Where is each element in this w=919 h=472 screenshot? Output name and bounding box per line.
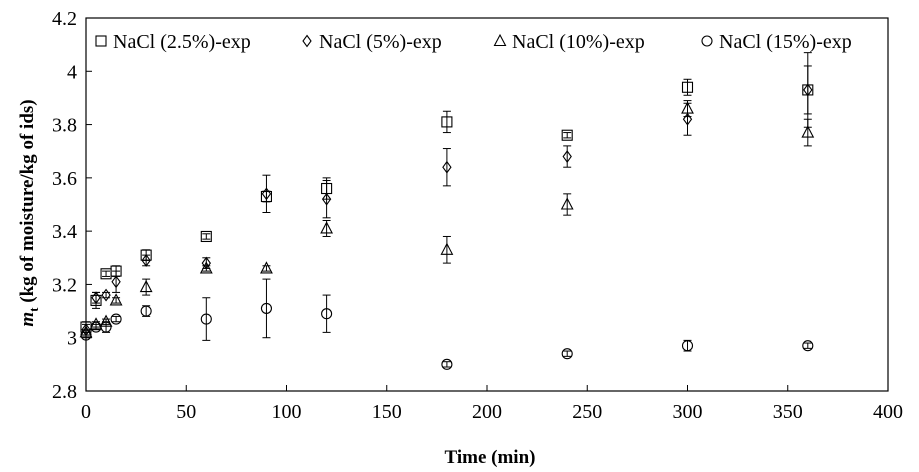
data-point (100, 321, 112, 333)
data-point (801, 125, 815, 138)
data-point (681, 340, 694, 352)
data-point (321, 192, 332, 206)
y-tick-label: 4.2 (52, 8, 77, 30)
y-axis-title: mt (kg of moisture/kg of ids) (17, 99, 41, 326)
x-axis-title: Time (min) (445, 447, 536, 468)
data-point (200, 313, 212, 325)
data-point (199, 261, 213, 274)
legend-label: NaCl (15%)-exp (719, 31, 852, 53)
x-tick-label: 350 (773, 401, 803, 423)
data-point (681, 101, 694, 114)
legend-label: NaCl (2.5%)-exp (113, 31, 251, 53)
data-point (440, 242, 454, 255)
x-tick-label: 300 (673, 401, 703, 423)
data-point (320, 221, 334, 234)
data-point (101, 288, 111, 302)
legend-marker (302, 34, 312, 48)
y-tick-label: 4 (67, 61, 77, 83)
data-point (140, 305, 152, 317)
legend-label: NaCl (10%)-exp (512, 31, 645, 53)
data-point (141, 254, 151, 267)
series-4 (80, 278, 814, 370)
data-point (139, 279, 153, 293)
x-tick-label: 250 (572, 401, 602, 423)
x-tick-label: 50 (176, 401, 196, 423)
data-point (261, 187, 272, 201)
x-tick-label: 150 (372, 401, 402, 423)
data-point (802, 340, 814, 352)
legend-marker (701, 35, 713, 47)
legend-label: NaCl (5%)-exp (319, 31, 442, 53)
legend: NaCl (2.5%)-exp NaCl (5%)-exp NaCl (10%)-e… (95, 31, 852, 53)
y-tick-label: 3.6 (52, 168, 77, 190)
y-tick-label: 3.4 (52, 221, 77, 243)
series-3 (79, 100, 815, 338)
legend-marker (493, 33, 507, 47)
data-point (260, 261, 273, 274)
data-point (562, 150, 572, 163)
y-axis-title-subscript: t (26, 307, 41, 312)
data-point (561, 129, 573, 141)
data-point (441, 358, 453, 370)
data-point (442, 160, 452, 174)
axes-layer: 2.8 3 3.2 3.4 3.6 3.8 4 4.2 0 50 100 150 200 250 300 35… (52, 8, 903, 423)
data-point (560, 197, 574, 210)
y-tick-label: 3.2 (52, 274, 77, 296)
data-point (109, 293, 123, 306)
y-tick-label: 2.8 (52, 381, 77, 403)
y-tick-label: 3 (67, 328, 77, 350)
data-point (200, 230, 212, 243)
y-axis-title-rest: (kg of moisture/kg of ids) (17, 99, 38, 307)
data-point (561, 348, 573, 360)
data-point (681, 81, 694, 93)
data-point (682, 112, 693, 126)
series-2 (81, 65, 813, 337)
x-tick-label: 400 (873, 401, 903, 423)
data-point (321, 308, 333, 320)
y-tick-label: 3.8 (52, 115, 77, 137)
series-layer (79, 52, 815, 370)
data-point (803, 83, 813, 97)
data-point (111, 275, 121, 289)
y-axis-title-main: m (17, 312, 38, 327)
data-point (91, 291, 101, 305)
x-tick-label: 200 (472, 401, 502, 423)
data-point (441, 116, 453, 128)
series-1 (80, 52, 814, 333)
x-tick-label: 0 (81, 401, 91, 423)
x-tick-label: 100 (272, 401, 302, 423)
data-point (110, 313, 122, 325)
data-point (260, 302, 273, 314)
legend-marker (95, 35, 107, 47)
